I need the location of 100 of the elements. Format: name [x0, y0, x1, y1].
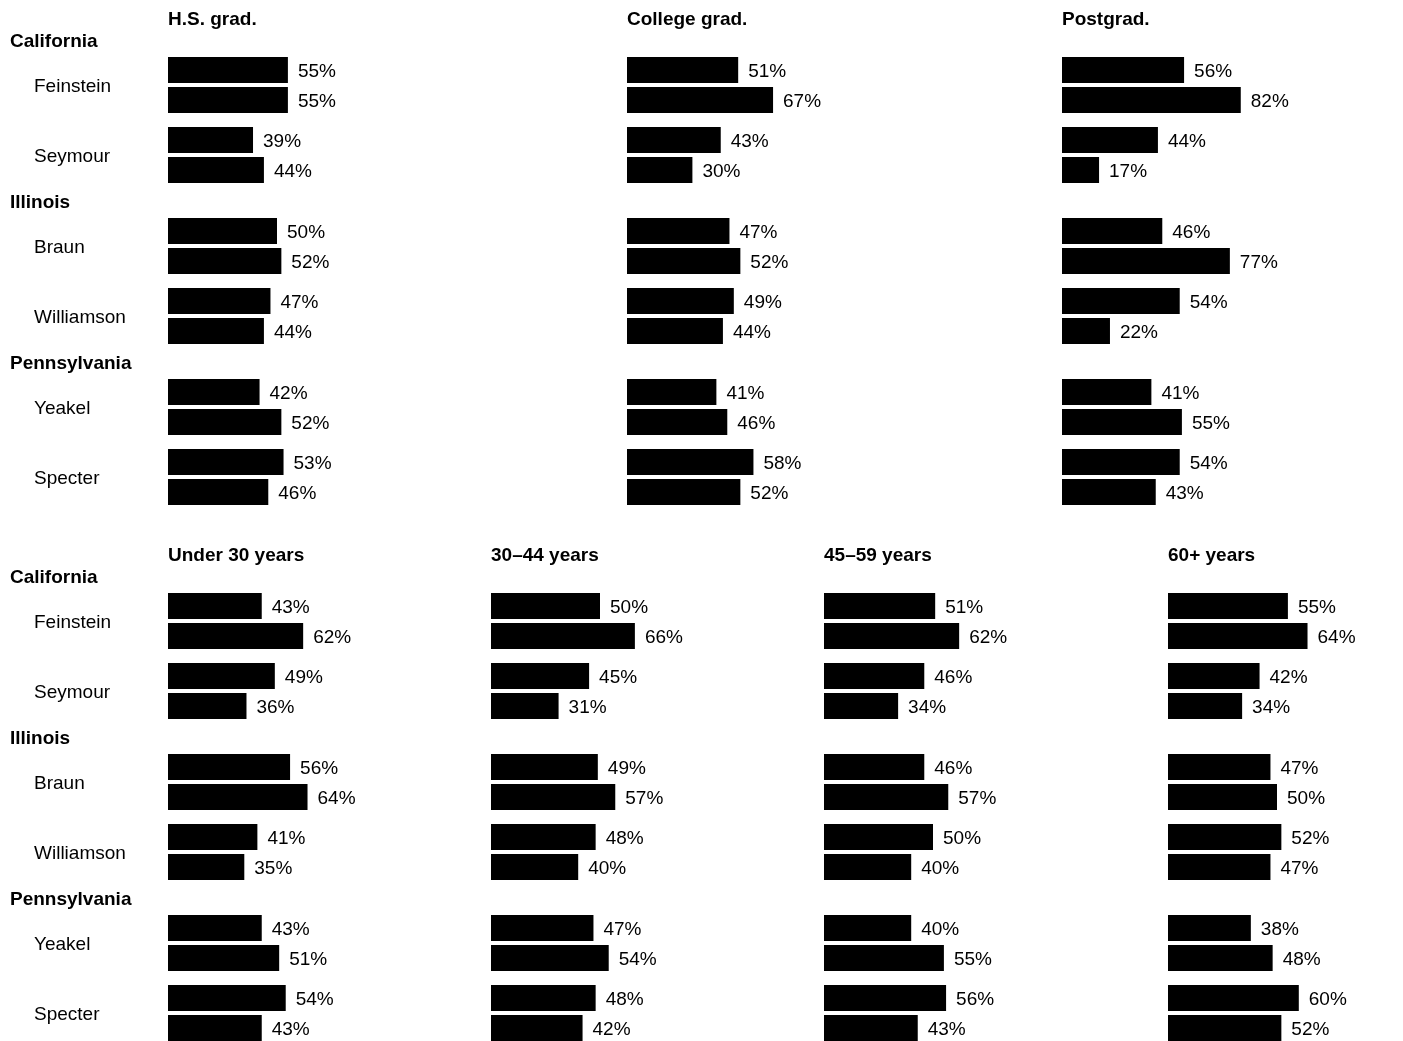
data-label: 58%	[763, 451, 802, 473]
data-label: 48%	[1282, 947, 1321, 969]
data-label: 40%	[588, 856, 627, 878]
data-label: 54%	[618, 947, 657, 969]
data-label: 34%	[1252, 695, 1291, 717]
text: Pennsylvania	[10, 888, 132, 909]
data-label: 57%	[625, 786, 664, 808]
data-label: 55%	[297, 59, 337, 81]
y-tick-label: Seymour	[34, 680, 111, 702]
text: California	[10, 30, 99, 51]
data-label: 50%	[1287, 786, 1326, 808]
data-label: 56%	[956, 987, 995, 1009]
y-tick-label: Feinstein	[34, 74, 112, 96]
data-label: 38%	[1260, 917, 1299, 939]
data-label: 55%	[1191, 411, 1231, 433]
y-tick-label: Braun	[34, 235, 85, 257]
data-label: 48%	[605, 826, 644, 848]
y-tick-label: Feinstein	[34, 610, 112, 632]
y-tick-label: Williamson	[34, 841, 126, 863]
data-label: 47%	[1280, 756, 1319, 778]
data-label: 43%	[927, 1017, 966, 1039]
data-label: 46%	[934, 756, 973, 778]
data-label: 51%	[289, 947, 328, 969]
data-label: 47%	[603, 917, 642, 939]
data-label: 17%	[1109, 159, 1148, 181]
data-label: 49%	[284, 665, 323, 687]
y-tick-label: Yeakel	[34, 396, 91, 418]
data-label: 34%	[908, 695, 947, 717]
data-label: 52%	[1291, 1017, 1330, 1039]
data-label: 55%	[1297, 595, 1337, 617]
data-label: 43%	[1165, 481, 1204, 503]
data-label: 44%	[273, 159, 313, 181]
data-label: 43%	[271, 917, 310, 939]
chart-title: 45–59 years	[824, 544, 932, 565]
data-label: 82%	[1250, 89, 1289, 111]
data-label: 64%	[1317, 625, 1356, 647]
data-label: 46%	[934, 665, 973, 687]
data-label: 52%	[750, 481, 789, 503]
data-label: 36%	[256, 695, 295, 717]
text: Pennsylvania	[10, 352, 132, 373]
data-label: 52%	[291, 411, 330, 433]
text: Illinois	[10, 727, 71, 748]
data-label: 60%	[1308, 987, 1347, 1009]
y-tick-label: Specter	[34, 1002, 101, 1024]
chart-title: H.S. grad.	[168, 8, 257, 29]
data-label: 56%	[1194, 59, 1233, 81]
data-label: 42%	[1269, 665, 1308, 687]
data-label: 46%	[1172, 220, 1211, 242]
data-label: 43%	[271, 595, 310, 617]
chart-title: Under 30 years	[168, 544, 305, 565]
data-label: 47%	[1280, 856, 1319, 878]
data-label: 42%	[269, 381, 308, 403]
data-label: 54%	[1189, 290, 1228, 312]
data-label: 54%	[295, 987, 334, 1009]
data-label: 51%	[945, 595, 984, 617]
data-label: 41%	[1161, 381, 1200, 403]
data-label: 56%	[300, 756, 339, 778]
text: California	[10, 566, 99, 587]
data-label: 47%	[739, 220, 778, 242]
chart-title: 60+ years	[1168, 544, 1256, 565]
data-label: 54%	[1189, 451, 1228, 473]
data-label: 55%	[297, 89, 337, 111]
chart-title: 30–44 years	[491, 544, 599, 565]
data-label: 31%	[568, 695, 607, 717]
data-label: 51%	[748, 59, 787, 81]
data-label: 22%	[1119, 320, 1159, 342]
data-label: 40%	[921, 917, 960, 939]
data-label: 55%	[953, 947, 993, 969]
text: Illinois	[10, 191, 71, 212]
chart-title: College grad.	[627, 8, 748, 29]
data-label: 67%	[783, 89, 822, 111]
data-label: 52%	[1291, 826, 1330, 848]
data-label: 39%	[263, 129, 302, 151]
data-label: 46%	[737, 411, 776, 433]
data-label: 66%	[644, 625, 684, 647]
data-label: 64%	[317, 786, 356, 808]
data-label: 50%	[610, 595, 649, 617]
data-label: 57%	[958, 786, 997, 808]
data-label: 47%	[280, 290, 319, 312]
data-label: 40%	[921, 856, 960, 878]
data-label: 52%	[291, 250, 330, 272]
data-label: 53%	[293, 451, 332, 473]
data-label: 43%	[730, 129, 769, 151]
data-label: 44%	[1167, 129, 1207, 151]
data-label: 50%	[943, 826, 982, 848]
data-label: 50%	[287, 220, 326, 242]
data-label: 44%	[273, 320, 313, 342]
data-label: 46%	[278, 481, 317, 503]
y-tick-label: Yeakel	[34, 932, 91, 954]
data-label: 41%	[726, 381, 765, 403]
data-label: 43%	[271, 1017, 310, 1039]
data-label: 49%	[743, 290, 782, 312]
data-label: 35%	[254, 856, 293, 878]
y-tick-label: Specter	[34, 466, 101, 488]
data-label: 49%	[607, 756, 646, 778]
chart-title: Postgrad.	[1062, 8, 1150, 29]
data-label: 77%	[1239, 250, 1278, 272]
data-label: 45%	[599, 665, 638, 687]
data-label: 62%	[969, 625, 1008, 647]
data-label: 30%	[702, 159, 741, 181]
